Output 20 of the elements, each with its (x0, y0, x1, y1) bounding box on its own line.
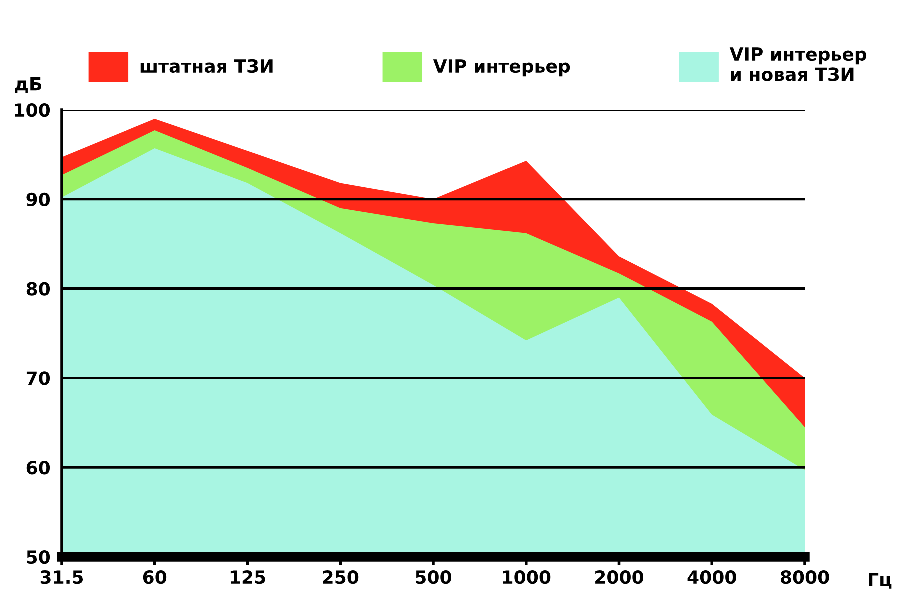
y-axis-title: дБ (15, 77, 42, 94)
y-tick-label: 90 (26, 192, 50, 207)
legend-label: VIP интерьер и новая ТЗИ (730, 48, 867, 82)
x-tick-label: 1000 (503, 570, 551, 584)
x-tick-label: 60 (143, 570, 167, 584)
y-tick-label: 80 (26, 282, 50, 296)
x-axis-title: Гц (869, 573, 892, 589)
y-tick-label: 70 (26, 372, 50, 386)
y-tick-label: 100 (15, 103, 50, 118)
x-tick-label: 125 (230, 570, 266, 584)
y-tick-label: 60 (26, 461, 50, 475)
x-tick-label: 500 (416, 570, 452, 584)
x-tick-label: 8000 (780, 570, 830, 584)
x-tick-label: 2000 (596, 570, 644, 584)
x-tick-label: 31.5 (40, 570, 84, 584)
legend-label: штатная ТЗИ (140, 59, 273, 74)
x-tick-label: 4000 (688, 570, 736, 584)
legend-label: VIP интерьер (433, 60, 570, 77)
y-tick-label: 50 (27, 550, 50, 564)
x-tick-label: 250 (323, 570, 359, 584)
